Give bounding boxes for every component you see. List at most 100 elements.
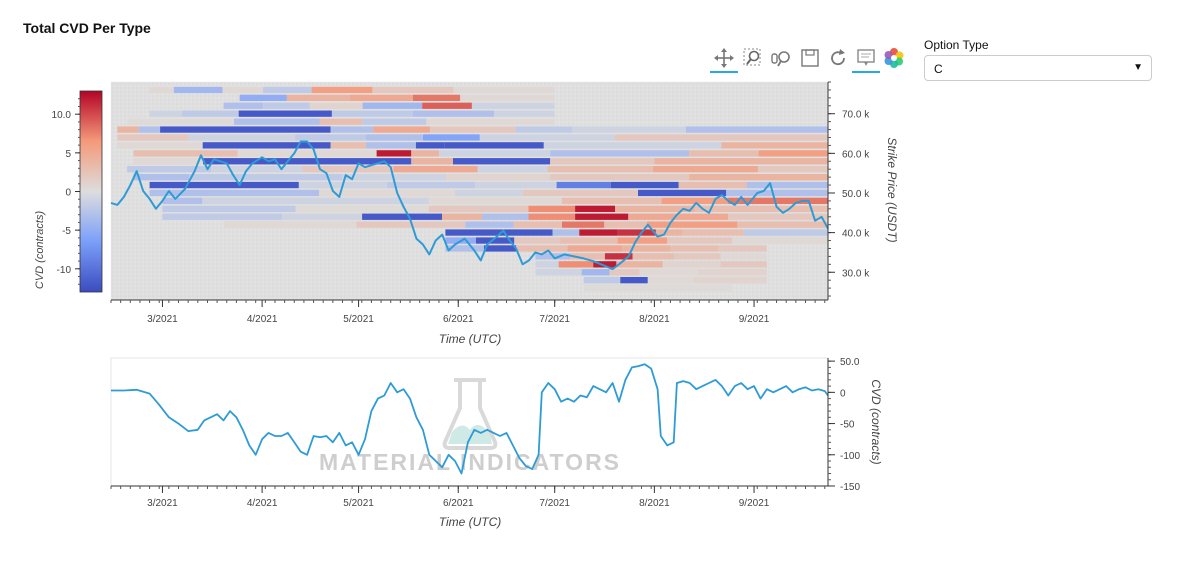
heatmap-cell [567, 245, 623, 252]
heatmap-cell [572, 126, 686, 133]
heatmap-cell [127, 118, 234, 125]
heatmap-cell [422, 102, 472, 109]
x-tick-label: 4/2021 [247, 498, 278, 509]
heatmap-cell [476, 237, 515, 244]
x-tick-label: 9/2021 [739, 498, 770, 509]
heatmap-cell [295, 134, 367, 141]
price-line [110, 140, 829, 271]
heatmap-cell [535, 261, 559, 268]
cvd-y-axis-label: CVD (contracts) [869, 379, 883, 464]
heatmap-cell [446, 174, 551, 181]
heatmap-cell [444, 142, 544, 149]
x-tick-label: 7/2021 [539, 498, 570, 509]
heatmap-cell [415, 142, 445, 149]
heatmap-cell [583, 284, 732, 292]
heatmap-cell [693, 277, 767, 284]
heatmap-cell [430, 126, 516, 133]
heatmap-cell [758, 150, 828, 157]
heatmap-cell [295, 205, 429, 212]
flask-icon [442, 378, 498, 450]
heatmap-cell [362, 213, 442, 220]
y-tick-label: 60.0 k [842, 149, 870, 160]
heatmap-cell [579, 229, 618, 236]
heatmap-cell [133, 150, 238, 157]
heatmap-cell [376, 150, 412, 157]
heatmap-cell [652, 166, 758, 173]
heatmap-cell [393, 166, 478, 173]
heatmap-cell [513, 221, 563, 228]
heatmap-cell [743, 229, 828, 236]
heatmap-plot-area [110, 81, 829, 300]
cvd-line-layer [111, 363, 829, 475]
heatmap-cell [162, 205, 296, 212]
heatmap-cell [654, 158, 828, 165]
heatmap-cell [465, 221, 514, 228]
box-zoom-tool[interactable] [741, 46, 765, 70]
heatmap-cell [514, 237, 561, 244]
heatmap-cell [330, 126, 374, 133]
heatmap-cell [610, 181, 679, 189]
heatmap-cell [581, 269, 610, 276]
heatmap-cell [728, 197, 828, 204]
heatmap-cell [411, 150, 440, 157]
heatmap-cell [726, 189, 828, 197]
option-type-select[interactable]: C ▼ [924, 55, 1152, 81]
save-icon [801, 49, 819, 67]
heatmap-cell [515, 126, 573, 133]
heatmap-cell [561, 197, 662, 204]
heatmap-cell [223, 221, 357, 228]
wheel-zoom-icon [771, 51, 790, 67]
heatmap-cell [617, 237, 668, 244]
colorbar-gradient [79, 90, 103, 293]
heatmap-cell [556, 181, 611, 189]
heatmap-cell [583, 277, 621, 284]
heatmap-cell [286, 94, 350, 101]
heatmap-cell [575, 205, 615, 212]
heatmap-cell [263, 86, 312, 94]
heatmap-cell [697, 269, 767, 276]
pan-tool[interactable] [710, 46, 738, 73]
box-zoom-icon [743, 48, 761, 66]
heatmap-cell [647, 277, 694, 284]
heatmap-cell [570, 253, 605, 260]
hover-tool[interactable] [852, 46, 880, 73]
move-icon [714, 48, 734, 68]
x-tick-label: 8/2021 [639, 498, 670, 509]
heatmap-cell [471, 102, 555, 109]
heatmap-cell [562, 221, 605, 228]
heatmap-cell [622, 245, 671, 252]
heatmap-cell [423, 134, 480, 141]
heatmap-cell [655, 229, 683, 236]
heatmap-cell [149, 181, 299, 189]
heatmap-cell [366, 142, 416, 149]
heatmap-cell [239, 94, 287, 101]
heatmap-cell [349, 94, 413, 101]
y-tick-label: 30.0 k [842, 268, 870, 279]
heatmap-cell [203, 158, 328, 165]
heatmap-cell [373, 126, 430, 133]
heatmap-cell [428, 197, 562, 204]
heatmap-cell [117, 142, 203, 149]
heatmap-cell [552, 229, 580, 236]
bokeh-logo[interactable] [882, 46, 906, 70]
heatmap-cell [721, 142, 828, 149]
x-tick-label: 8/2021 [639, 314, 670, 325]
wheel-zoom-tool[interactable] [769, 46, 793, 70]
save-tool[interactable] [798, 46, 822, 70]
heatmap-cell [689, 174, 828, 181]
heatmap-cell [661, 197, 729, 204]
heatmap-cell [528, 205, 576, 212]
heatmap-cell [604, 253, 633, 260]
heatmap-cell [411, 158, 453, 165]
heatmap-cell [309, 102, 363, 109]
x-tick-label: 5/2021 [343, 498, 374, 509]
heatmap-cell [454, 189, 523, 197]
heatmap-cell [522, 189, 638, 197]
y-tick-label: 50.0 [840, 357, 860, 368]
heatmap-cell [426, 118, 555, 125]
chevron-down-icon: ▼ [1133, 62, 1143, 73]
x-tick-label: 6/2021 [443, 498, 474, 509]
colorbar-tick-label: 10.0 [52, 110, 72, 121]
reset-tool[interactable] [826, 46, 850, 70]
heatmap-cell [689, 150, 759, 157]
